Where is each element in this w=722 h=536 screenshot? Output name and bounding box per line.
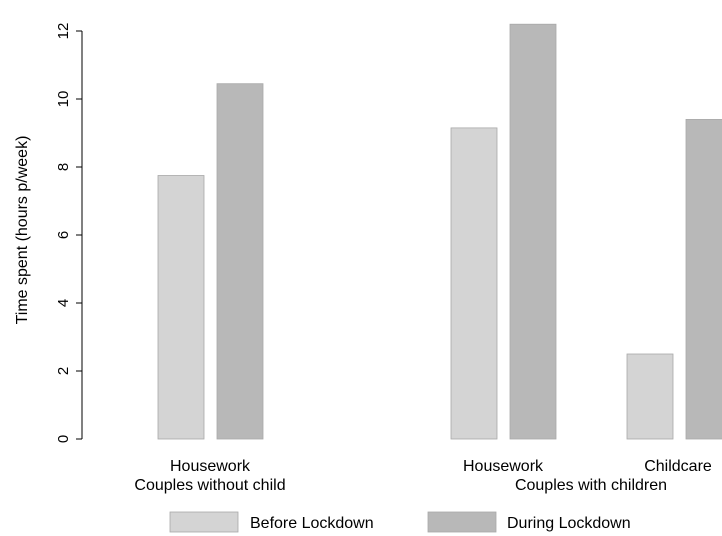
- group-label: Couples without child: [134, 477, 285, 494]
- bar-childcare-before-lockdown: [626, 353, 674, 440]
- y-axis-title: Time spent (hours p/week): [14, 136, 31, 325]
- y-axis: 0 2 4 6 8 10 12: [55, 23, 83, 443]
- bars: [157, 23, 722, 440]
- category-label: Housework: [463, 458, 544, 475]
- category-labels: Housework Housework Childcare: [170, 458, 712, 475]
- category-label: Childcare: [644, 458, 712, 475]
- bar-housework-during-lockdown: [509, 23, 557, 440]
- group-labels: Couples without child Couples with childr…: [134, 477, 667, 494]
- legend-swatch: [169, 511, 239, 533]
- y-tick-label: 12: [55, 23, 72, 40]
- legend-swatch: [427, 511, 497, 533]
- y-tick-label: 10: [55, 91, 72, 108]
- bar-housework-during-lockdown: [216, 83, 264, 440]
- legend-item-before-lockdown: Before Lockdown: [169, 511, 374, 533]
- legend: Before Lockdown During Lockdown: [169, 511, 631, 533]
- y-tick-label: 6: [55, 231, 72, 239]
- bar-housework-before-lockdown: [157, 175, 205, 440]
- legend-label: Before Lockdown: [250, 515, 374, 532]
- y-tick-label: 0: [55, 435, 72, 443]
- group-label: Couples with children: [515, 477, 667, 494]
- category-label: Housework: [170, 458, 251, 475]
- y-tick-label: 4: [55, 299, 72, 307]
- bar-housework-before-lockdown: [450, 127, 498, 440]
- legend-item-during-lockdown: During Lockdown: [427, 511, 631, 533]
- y-tick-label: 8: [55, 163, 72, 171]
- bar-childcare-during-lockdown: [685, 119, 722, 440]
- y-tick-label: 2: [55, 367, 72, 375]
- legend-label: During Lockdown: [507, 515, 631, 532]
